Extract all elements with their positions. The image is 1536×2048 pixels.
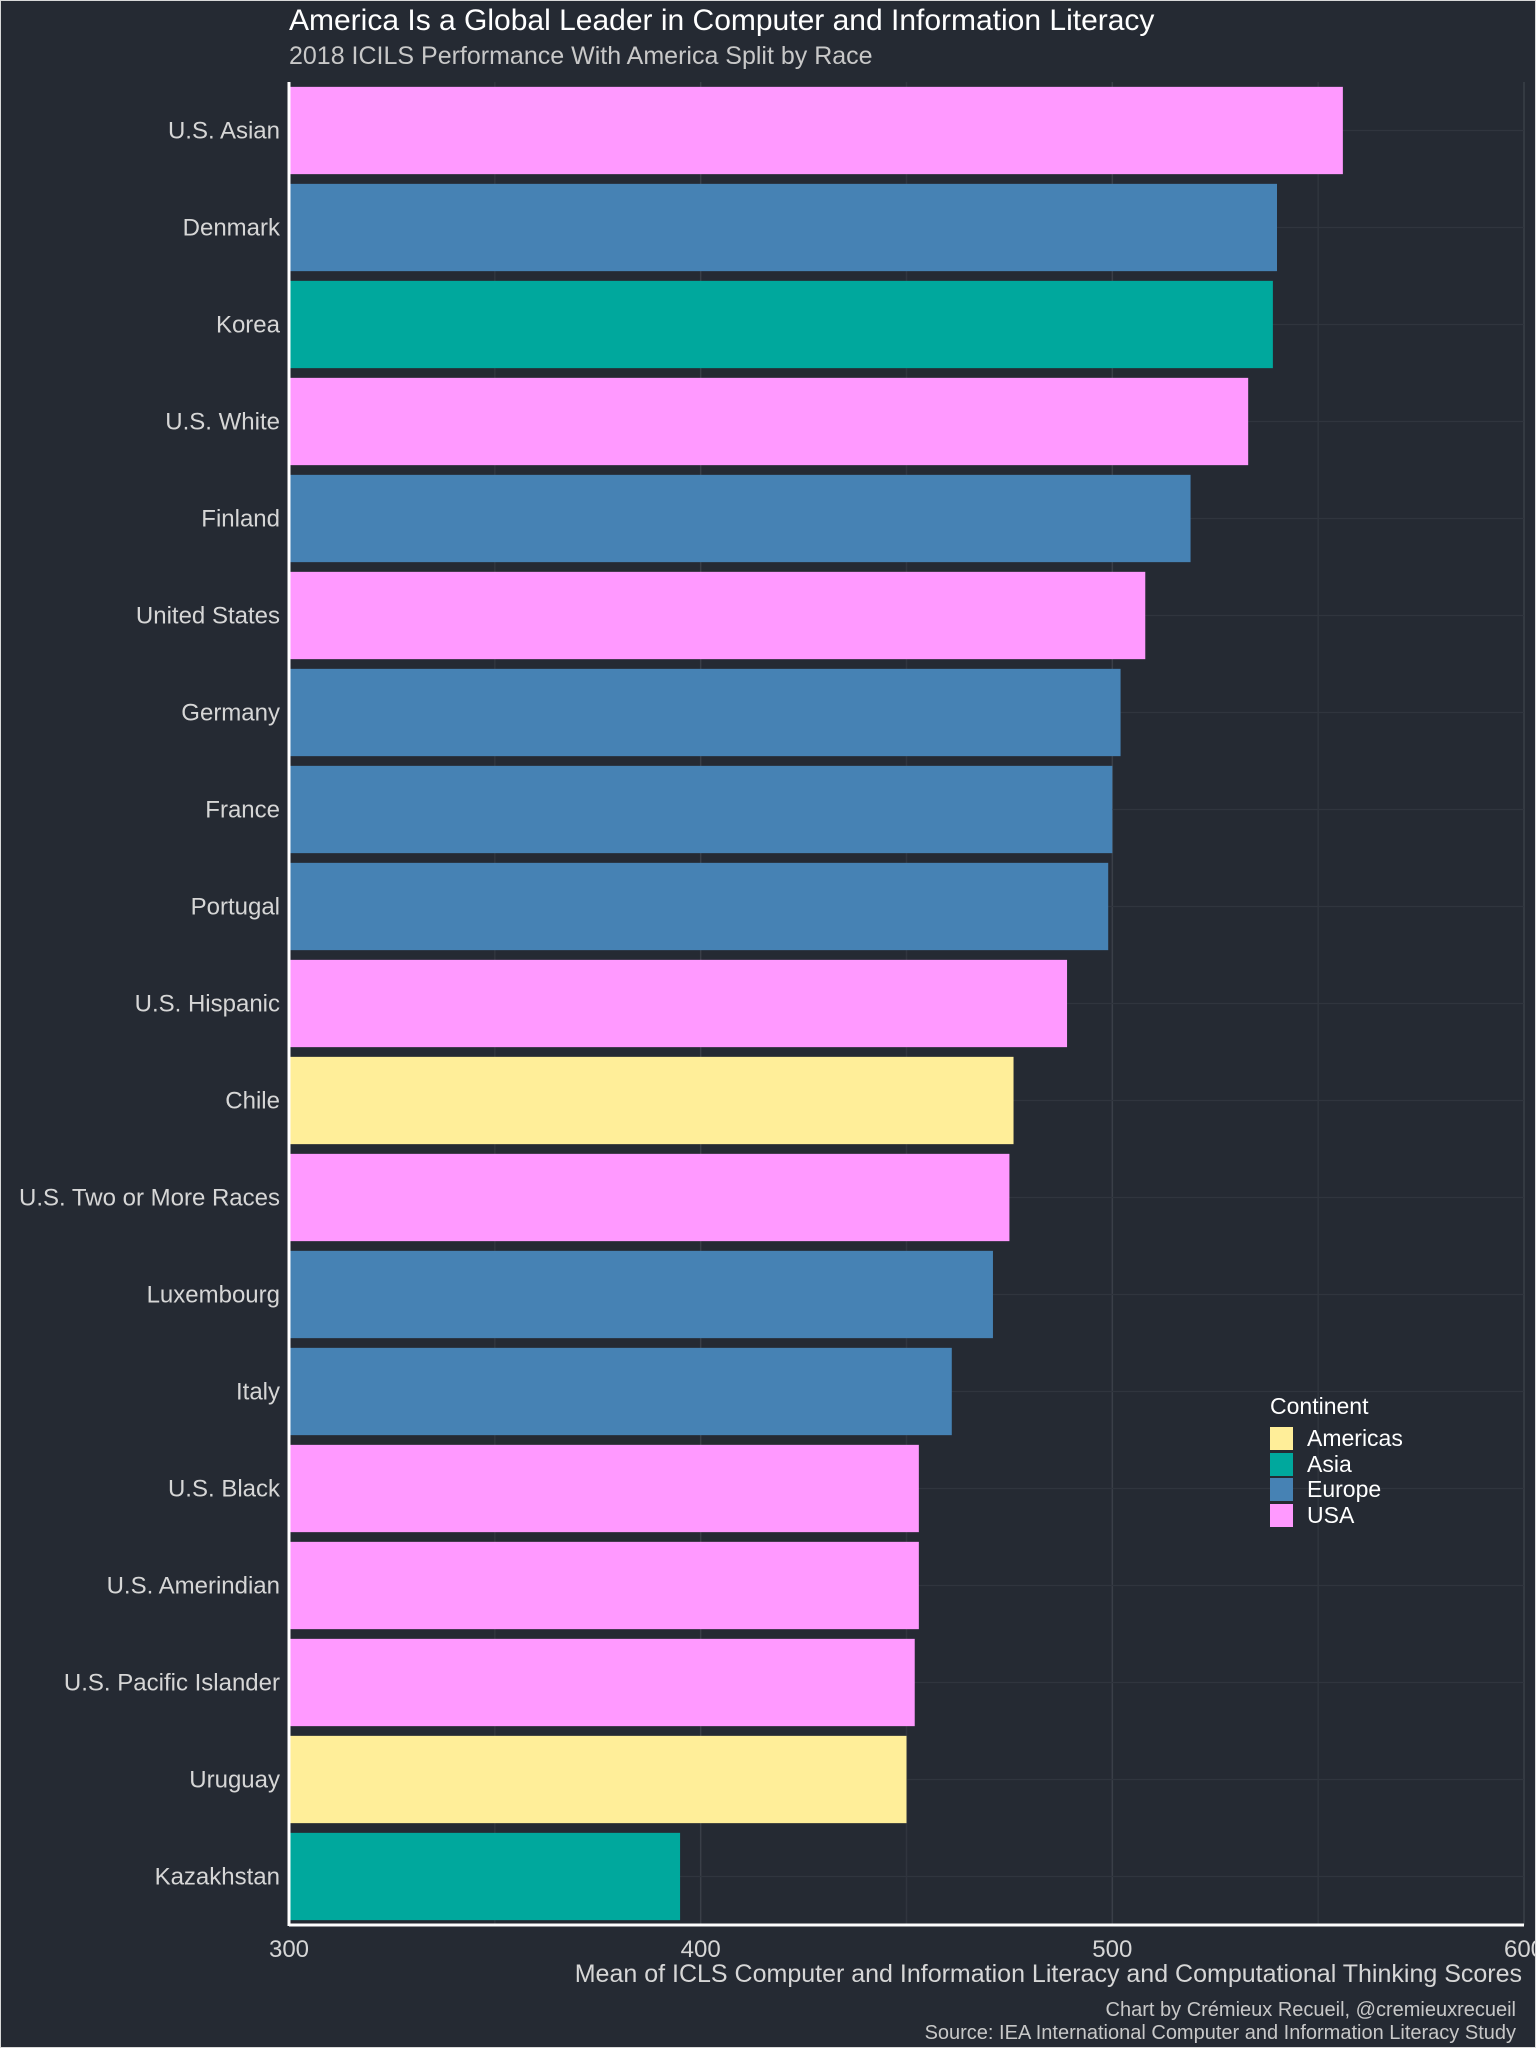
bar <box>289 1735 907 1824</box>
chart-title: America Is a Global Leader in Computer a… <box>289 4 1155 37</box>
legend-swatch <box>1270 1427 1293 1451</box>
bar <box>289 1832 681 1921</box>
bar <box>289 862 1109 951</box>
bar <box>289 474 1191 563</box>
legend-label: USA <box>1307 1501 1355 1528</box>
x-tick-labels: 300 400 500 600 <box>269 1936 1536 1963</box>
category-label: United States <box>136 603 280 630</box>
legend-item: Europe <box>1270 1476 1403 1503</box>
category-label: U.S. White <box>165 409 280 436</box>
category-label: France <box>205 797 280 824</box>
legend-swatch <box>1270 1452 1293 1476</box>
category-label: U.S. Asian <box>168 118 280 145</box>
x-tick-label: 400 <box>681 1936 721 1963</box>
bar <box>289 571 1146 660</box>
category-label: Luxembourg <box>147 1282 280 1309</box>
legend-title: Continent <box>1270 1393 1369 1419</box>
category-label: Germany <box>181 700 280 727</box>
category-label: U.S. Amerindian <box>107 1573 280 1600</box>
bar <box>289 1444 919 1533</box>
bar <box>289 1347 952 1436</box>
legend-label: Asia <box>1307 1450 1352 1477</box>
bar <box>289 86 1343 175</box>
legend-item: Americas <box>1270 1425 1403 1452</box>
legend-item: Asia <box>1270 1450 1403 1478</box>
category-labels: U.S. Asian Denmark Korea U.S. White Finland U… <box>19 118 281 1891</box>
bar <box>289 668 1121 757</box>
credit-caption: Chart by Crémieux Recueil, @cremieuxrecu… <box>1105 1999 1516 2021</box>
legend-item: USA <box>1270 1501 1403 1529</box>
chart-subtitle: 2018 ICILS Performance With America Spli… <box>289 42 873 70</box>
bar <box>289 959 1068 1048</box>
legend-label: Europe <box>1307 1476 1382 1503</box>
category-label: Chile <box>225 1088 280 1115</box>
x-tick-label: 300 <box>269 1936 309 1963</box>
category-label: U.S. Two or More Races <box>19 1185 280 1212</box>
bar <box>289 280 1273 369</box>
legend-items: Americas Asia Europe USA <box>1270 1425 1403 1529</box>
category-label: Korea <box>216 312 281 339</box>
x-tick-label: 500 <box>1092 1936 1132 1963</box>
axes <box>287 82 1524 1927</box>
legend-swatch <box>1270 1503 1293 1527</box>
x-axis-label: Mean of ICLS Computer and Information Li… <box>574 1960 1522 1988</box>
bar <box>289 1250 993 1339</box>
bar <box>289 765 1113 854</box>
bar <box>289 1638 915 1727</box>
legend: Continent Americas Asia Europe USA <box>1270 1393 1403 1528</box>
bar <box>289 1153 1010 1242</box>
x-tick-label: 600 <box>1504 1936 1536 1963</box>
category-label: U.S. Hispanic <box>135 991 280 1018</box>
bar <box>289 377 1249 466</box>
bar <box>289 1541 919 1630</box>
bar <box>289 1056 1014 1145</box>
category-label: Portugal <box>191 894 280 921</box>
legend-label: Americas <box>1307 1425 1403 1452</box>
category-label: U.S. Black <box>168 1476 281 1503</box>
category-label: Uruguay <box>189 1767 280 1794</box>
category-label: Denmark <box>183 215 281 242</box>
legend-swatch <box>1270 1478 1293 1502</box>
category-label: U.S. Pacific Islander <box>64 1670 280 1697</box>
category-label: Finland <box>201 506 280 533</box>
bars <box>289 86 1343 1921</box>
category-label: Kazakhstan <box>155 1864 280 1891</box>
source-caption: Source: IEA International Computer and I… <box>924 2022 1516 2044</box>
bar <box>289 183 1277 272</box>
category-label: Italy <box>236 1379 280 1406</box>
